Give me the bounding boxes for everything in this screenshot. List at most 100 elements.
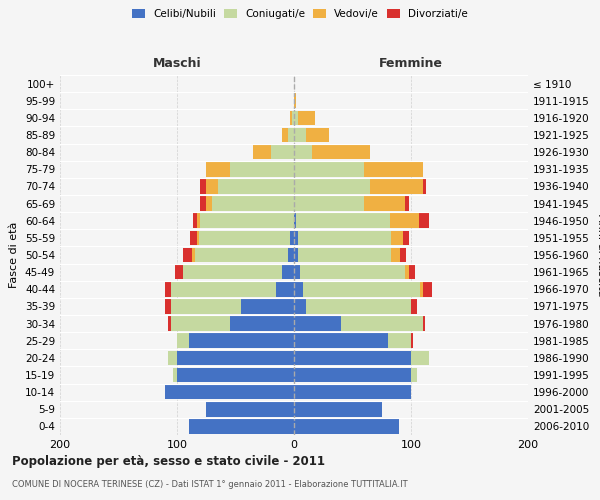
Bar — [166, 299, 171, 314]
Bar — [282, 128, 288, 142]
Text: Femmine: Femmine — [379, 57, 443, 70]
Bar — [294, 316, 341, 331]
Bar — [391, 230, 403, 245]
Bar — [370, 179, 422, 194]
Bar — [241, 299, 294, 314]
Bar — [304, 282, 421, 296]
Legend: Celibi/Nubili, Coniugati/e, Vedovi/e, Divorziati/e: Celibi/Nubili, Coniugati/e, Vedovi/e, Di… — [128, 5, 472, 24]
Bar — [294, 334, 388, 348]
Bar — [177, 350, 294, 365]
Bar — [390, 214, 419, 228]
Bar — [277, 282, 294, 296]
Bar — [290, 110, 292, 125]
Bar — [294, 214, 296, 228]
Bar — [192, 248, 194, 262]
Bar — [167, 316, 171, 331]
Bar — [294, 265, 300, 280]
Bar — [177, 334, 188, 348]
Bar — [171, 299, 241, 314]
Bar — [298, 230, 391, 245]
Bar — [197, 214, 200, 228]
Bar — [199, 230, 290, 245]
Bar — [283, 265, 294, 280]
Bar — [422, 282, 432, 296]
Bar — [296, 214, 390, 228]
Bar — [175, 265, 183, 280]
Bar — [298, 110, 315, 125]
Bar — [411, 350, 428, 365]
Bar — [212, 196, 294, 211]
Bar — [419, 214, 428, 228]
Bar — [294, 94, 296, 108]
Bar — [230, 316, 294, 331]
Bar — [364, 162, 422, 176]
Bar — [294, 402, 382, 416]
Bar — [311, 145, 370, 160]
Bar — [206, 402, 294, 416]
Bar — [288, 128, 294, 142]
Bar — [294, 145, 311, 160]
Bar — [200, 214, 294, 228]
Bar — [188, 419, 294, 434]
Text: Maschi: Maschi — [152, 57, 202, 70]
Bar — [409, 265, 415, 280]
Bar — [405, 196, 409, 211]
Bar — [253, 145, 271, 160]
Bar — [403, 230, 409, 245]
Bar — [294, 128, 306, 142]
Bar — [194, 248, 288, 262]
Bar — [206, 196, 212, 211]
Bar — [294, 196, 364, 211]
Bar — [294, 299, 306, 314]
Bar — [188, 334, 294, 348]
Text: Popolazione per età, sesso e stato civile - 2011: Popolazione per età, sesso e stato civil… — [12, 455, 325, 468]
Bar — [206, 179, 218, 194]
Bar — [421, 282, 422, 296]
Bar — [206, 162, 230, 176]
Bar — [294, 179, 370, 194]
Bar — [230, 162, 294, 176]
Bar — [190, 230, 197, 245]
Y-axis label: Anni di nascita: Anni di nascita — [596, 214, 600, 296]
Bar — [294, 385, 411, 400]
Bar — [218, 179, 294, 194]
Bar — [400, 248, 406, 262]
Bar — [341, 316, 422, 331]
Bar — [388, 334, 411, 348]
Bar — [167, 350, 177, 365]
Bar — [298, 248, 391, 262]
Bar — [166, 282, 171, 296]
Bar — [200, 196, 206, 211]
Bar — [422, 316, 425, 331]
Bar — [294, 368, 411, 382]
Bar — [294, 248, 298, 262]
Bar — [422, 179, 426, 194]
Bar — [294, 230, 298, 245]
Bar — [271, 145, 294, 160]
Bar — [405, 265, 409, 280]
Bar — [294, 162, 364, 176]
Bar — [177, 368, 294, 382]
Bar — [411, 368, 417, 382]
Bar — [183, 265, 283, 280]
Bar — [364, 196, 405, 211]
Bar — [197, 230, 199, 245]
Y-axis label: Fasce di età: Fasce di età — [10, 222, 19, 288]
Bar — [391, 248, 400, 262]
Bar — [292, 110, 294, 125]
Bar — [306, 128, 329, 142]
Bar — [300, 265, 405, 280]
Bar — [193, 214, 197, 228]
Bar — [171, 316, 230, 331]
Bar — [290, 230, 294, 245]
Text: COMUNE DI NOCERA TERINESE (CZ) - Dati ISTAT 1° gennaio 2011 - Elaborazione TUTTI: COMUNE DI NOCERA TERINESE (CZ) - Dati IS… — [12, 480, 407, 489]
Bar — [294, 350, 411, 365]
Bar — [183, 248, 192, 262]
Bar — [171, 282, 277, 296]
Bar — [294, 419, 400, 434]
Bar — [294, 282, 304, 296]
Bar — [306, 299, 411, 314]
Bar — [200, 179, 206, 194]
Bar — [288, 248, 294, 262]
Bar — [173, 368, 177, 382]
